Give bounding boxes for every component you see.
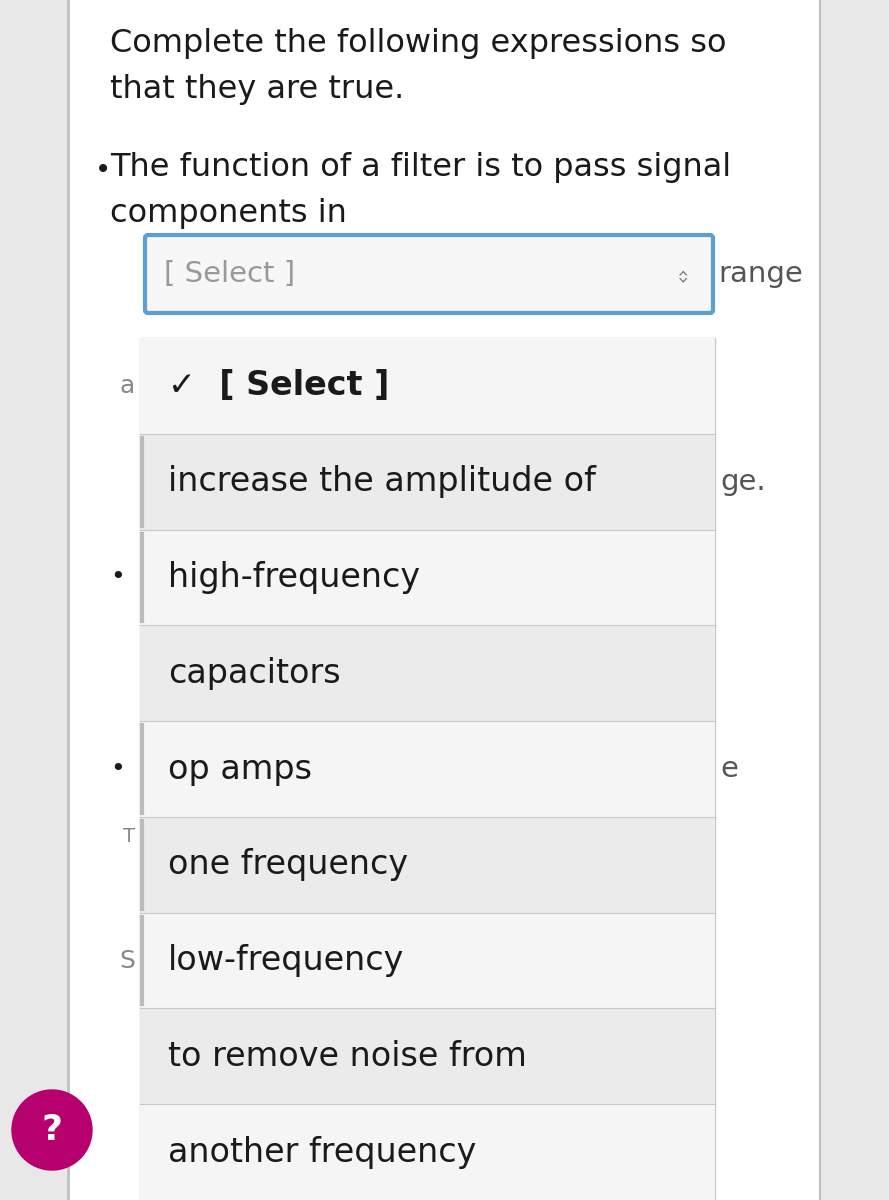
Text: increase the amplitude of: increase the amplitude of [168,466,596,498]
Circle shape [12,1090,92,1170]
Text: one frequency: one frequency [168,848,408,881]
FancyBboxPatch shape [145,235,713,313]
Text: op amps: op amps [168,752,312,786]
Bar [140,721,715,817]
Bar [140,1008,715,1104]
Text: •: • [110,565,125,589]
Text: low-frequency: low-frequency [168,944,404,977]
Bar [140,338,715,1200]
Bar [140,433,715,529]
Text: S: S [119,948,135,972]
Text: •: • [110,757,125,781]
Text: Complete the following expressions so: Complete the following expressions so [110,28,726,59]
Bar [140,817,715,913]
Bar [140,913,715,1008]
Bar [140,529,715,625]
Text: ge.: ge. [720,468,765,496]
Text: a: a [120,374,135,398]
Bar [140,1104,715,1200]
Text: The function of a filter is to pass signal: The function of a filter is to pass sign… [110,152,731,182]
Text: ✓  [ Select ]: ✓ [ Select ] [168,370,389,402]
Text: to remove noise from: to remove noise from [168,1040,527,1073]
Bar [68,0,820,1200]
Text: ?: ? [42,1114,62,1147]
Bar [140,625,715,721]
Text: high-frequency: high-frequency [168,560,420,594]
Text: components in: components in [110,198,347,229]
Text: ‹›: ‹› [672,266,692,282]
Text: T: T [123,827,135,846]
Text: capacitors: capacitors [168,656,340,690]
Bar [140,338,715,433]
Text: range: range [718,260,803,288]
Text: e: e [720,755,738,782]
Text: [ Select ]: [ Select ] [164,260,295,288]
Text: another frequency: another frequency [168,1135,477,1169]
Text: •: • [95,156,111,184]
Text: that they are true.: that they are true. [110,74,404,104]
